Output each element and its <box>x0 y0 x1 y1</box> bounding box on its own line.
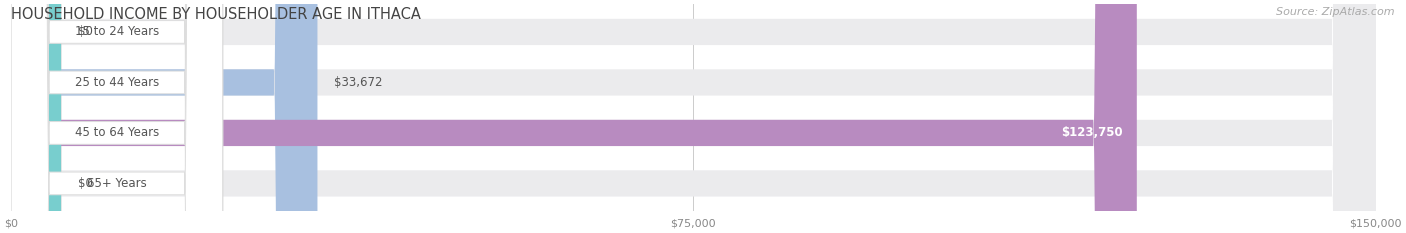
Text: HOUSEHOLD INCOME BY HOUSEHOLDER AGE IN ITHACA: HOUSEHOLD INCOME BY HOUSEHOLDER AGE IN I… <box>11 7 422 22</box>
FancyBboxPatch shape <box>11 0 1375 233</box>
FancyBboxPatch shape <box>11 0 318 233</box>
FancyBboxPatch shape <box>11 0 62 233</box>
Text: $123,750: $123,750 <box>1062 127 1123 139</box>
FancyBboxPatch shape <box>11 0 222 233</box>
FancyBboxPatch shape <box>11 0 222 233</box>
FancyBboxPatch shape <box>11 0 1137 233</box>
FancyBboxPatch shape <box>11 0 222 233</box>
FancyBboxPatch shape <box>11 0 1375 233</box>
Text: $33,672: $33,672 <box>333 76 382 89</box>
Text: $0: $0 <box>77 25 93 38</box>
FancyBboxPatch shape <box>11 0 1375 233</box>
Text: 15 to 24 Years: 15 to 24 Years <box>75 25 159 38</box>
Text: 25 to 44 Years: 25 to 44 Years <box>75 76 159 89</box>
Text: 65+ Years: 65+ Years <box>87 177 146 190</box>
FancyBboxPatch shape <box>11 0 222 233</box>
FancyBboxPatch shape <box>11 0 62 233</box>
Text: Source: ZipAtlas.com: Source: ZipAtlas.com <box>1277 7 1395 17</box>
Text: 45 to 64 Years: 45 to 64 Years <box>75 127 159 139</box>
FancyBboxPatch shape <box>11 0 1375 233</box>
Text: $0: $0 <box>77 177 93 190</box>
